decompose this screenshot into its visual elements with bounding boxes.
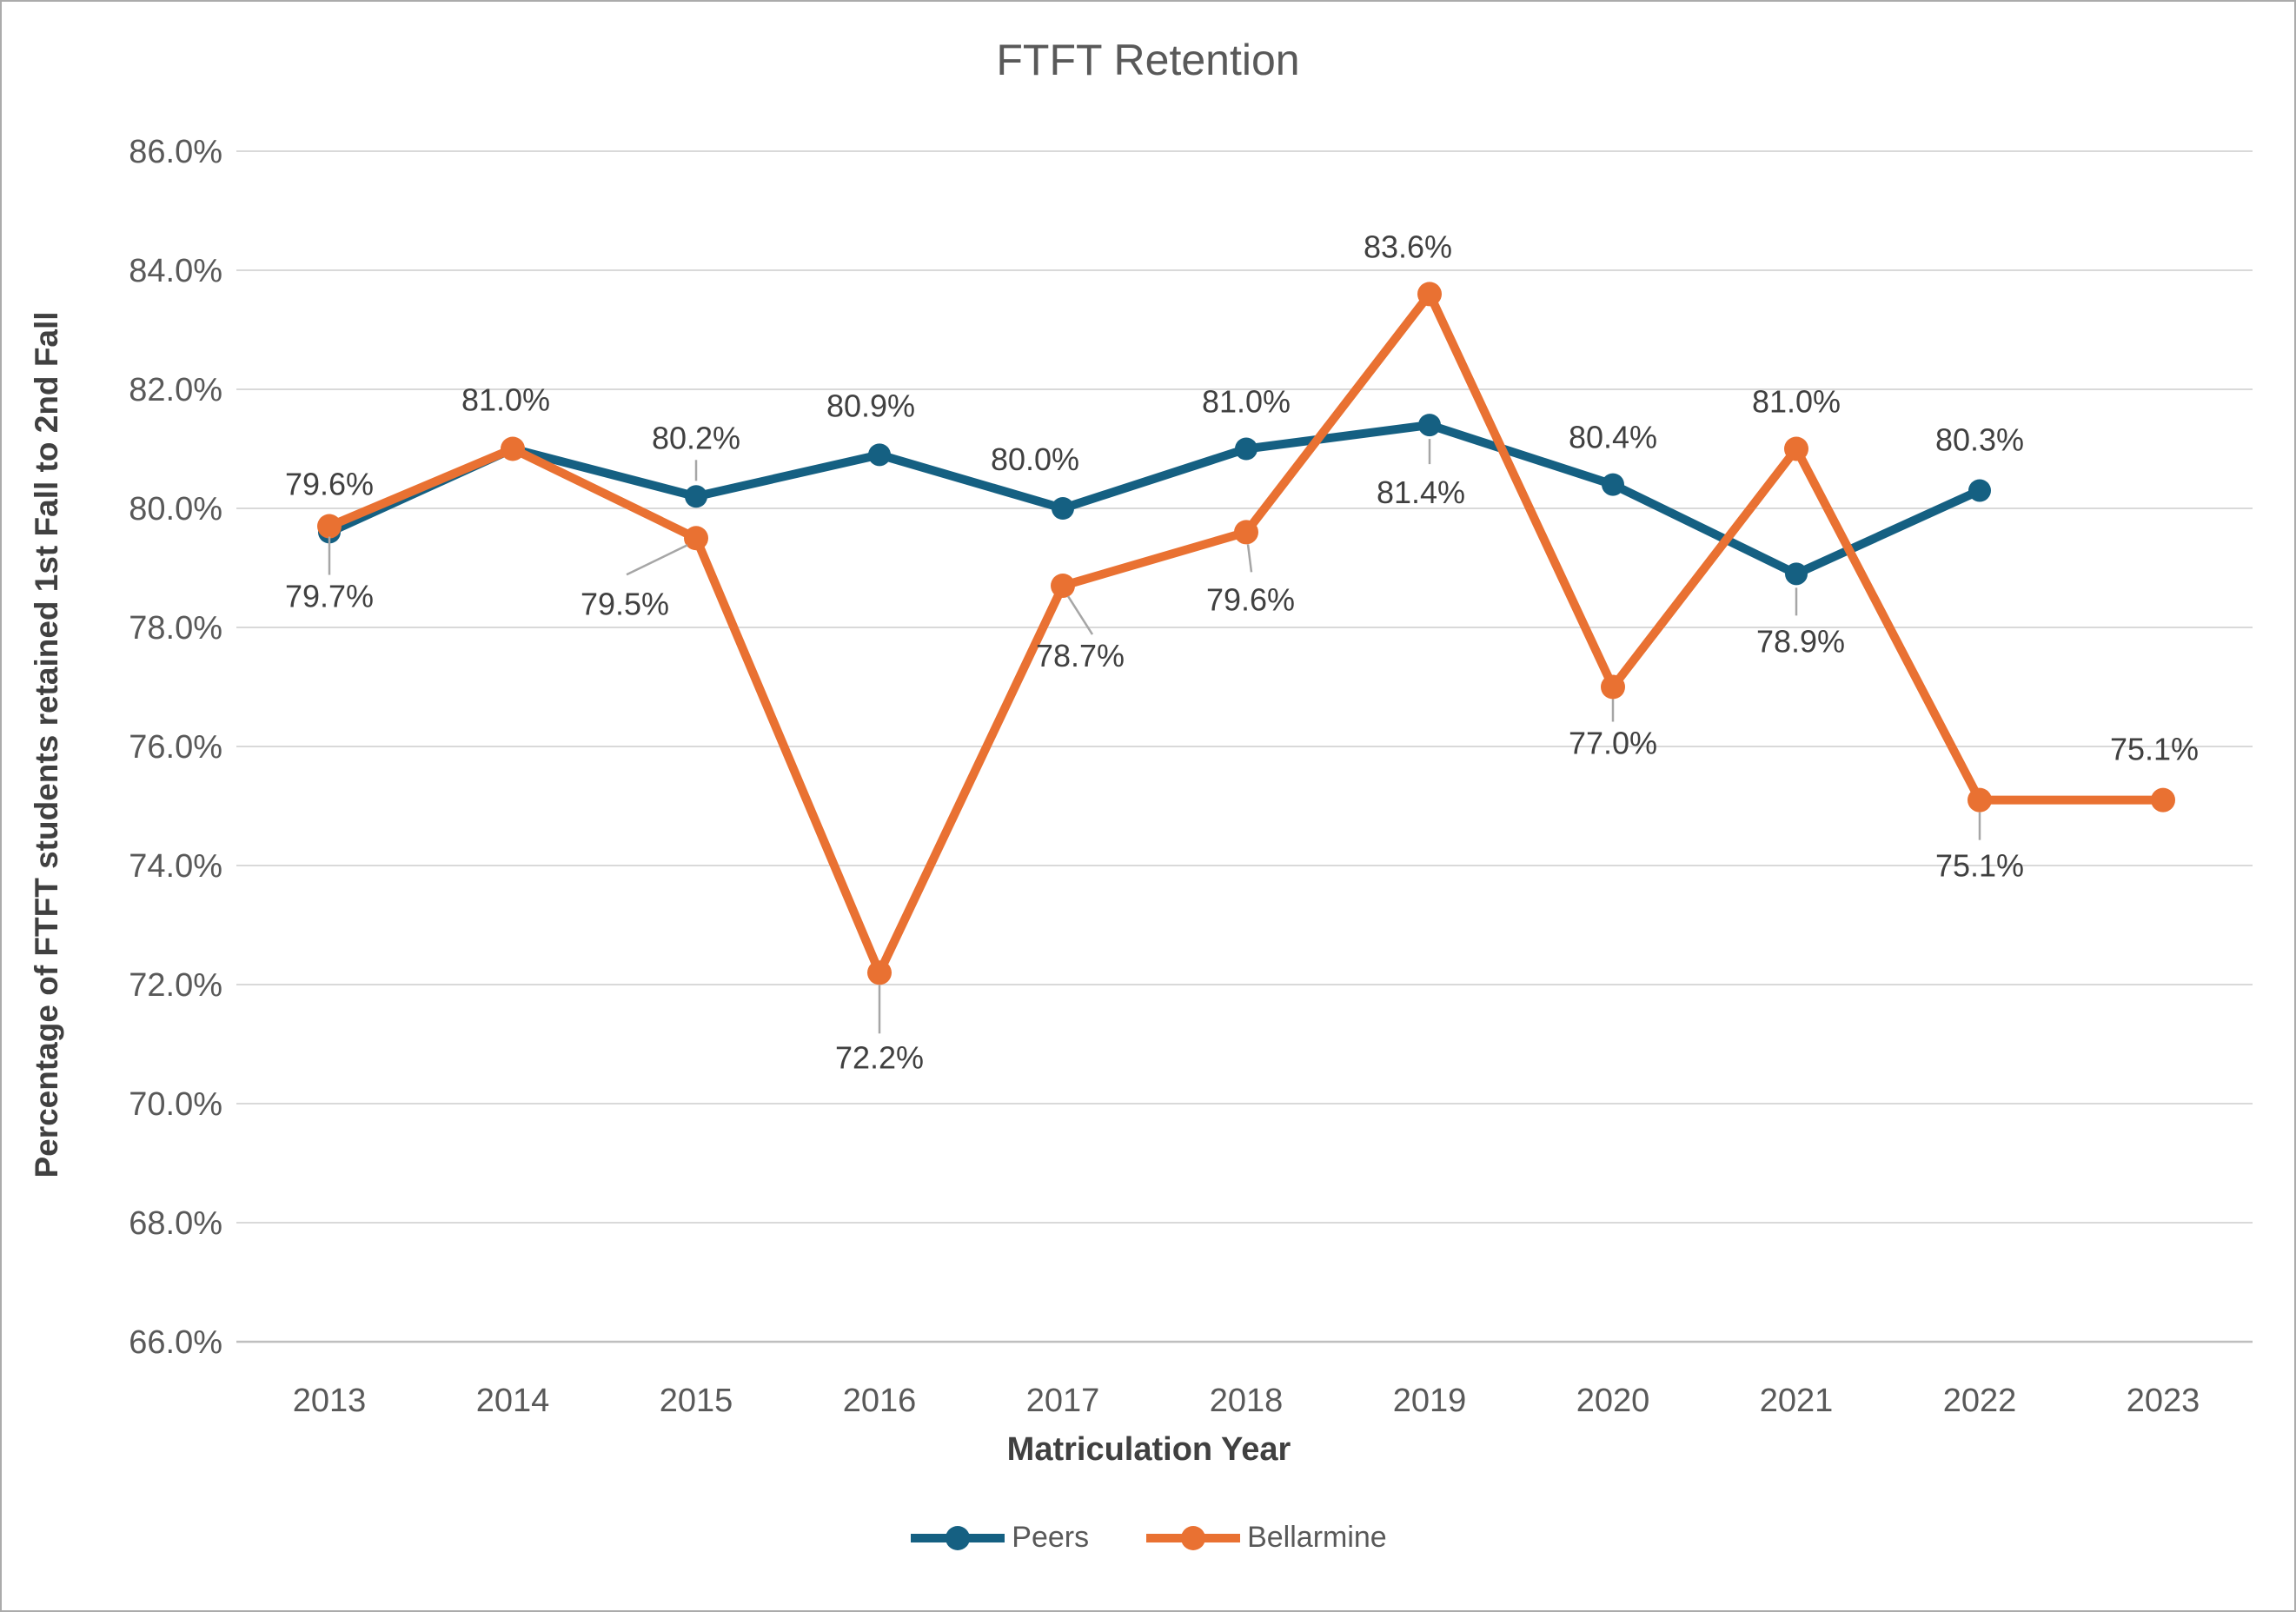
bellarmine-marker [1784,436,1808,461]
x-tick-labels: 2013 2014 2015 2016 2017 2018 2019 2020 2021 2022… [293,1383,2200,1419]
peers-data-label: 78.9% [1756,623,1845,659]
bellarmine-marker [1234,520,1258,545]
bellarmine-marker [1417,282,1442,307]
bellarmine-marker [684,526,708,551]
x-tick-label: 2023 [2127,1383,2200,1419]
x-tick-label: 2022 [1943,1383,2017,1419]
peers-data-label: 81.0% [1202,384,1291,420]
y-tick-label: 70.0% [129,1086,222,1123]
bellarmine-data-label: 75.1% [2110,732,2199,767]
y-tick-label: 72.0% [129,967,222,1004]
bellarmine-data-label: 79.6% [1206,581,1295,617]
peers-marker [685,485,707,508]
peers-line [325,421,1984,579]
bellarmine-marker [867,960,892,985]
peers-marker [1418,414,1441,437]
legend-item-peers: Peers [909,1521,1089,1555]
peers-marker [868,443,891,467]
peers-data-label: 80.2% [652,420,740,455]
peers-marker [1785,562,1808,586]
data-label-leader-lines [328,439,1981,1034]
bellarmine-marker [1051,574,1075,599]
bellarmine-marker [2151,787,2175,813]
y-tick-label: 86.0% [129,134,222,170]
x-tick-label: 2013 [293,1383,367,1419]
y-tick-label: 68.0% [129,1205,222,1242]
x-axis-title: Matriculation Year [1007,1431,1291,1468]
y-tick-label: 66.0% [129,1324,222,1361]
x-tick-label: 2015 [660,1383,733,1419]
chart-title: FTFT Retention [996,36,1300,84]
y-tick-label: 82.0% [129,372,222,408]
x-tick-label: 2014 [476,1383,550,1419]
legend: Peers Bellarmine [2,1521,2294,1555]
peers-data-label: 81.0% [461,382,550,418]
peers-marker [1968,479,1991,502]
x-tick-label: 2017 [1026,1383,1100,1419]
bellarmine-data-label: 75.1% [1935,848,2024,884]
y-tick-labels: 86.0% 84.0% 82.0% 80.0% 78.0% 76.0% 74.0% 72.0%… [129,134,222,1361]
peers-data-label: 81.4% [1377,474,1465,510]
bellarmine-marker [1601,674,1625,700]
peers-data-label: 80.0% [991,441,1079,477]
peers-data-label: 80.9% [826,388,915,423]
series-lines [317,282,2175,985]
y-tick-label: 78.0% [129,610,222,647]
x-tick-label: 2018 [1210,1383,1284,1419]
peers-data-label: 80.4% [1569,420,1657,455]
x-tick-label: 2016 [843,1383,917,1419]
label-leader-line [1066,595,1094,635]
bellarmine-marker [317,514,342,539]
x-tick-label: 2021 [1760,1383,1834,1419]
bellarmine-data-label: 79.5% [581,586,669,621]
peers-data-label: 79.6% [285,466,374,501]
y-axis-title: Percentage of FTFT students retained 1st… [29,311,64,1177]
legend-label-bellarmine: Bellarmine [1247,1521,1387,1554]
peers-line-marker-icon [911,1525,1005,1550]
legend-label-peers: Peers [1012,1521,1090,1554]
y-tick-label: 80.0% [129,491,222,527]
bellarmine-data-label: 78.7% [1036,638,1125,673]
bellarmine-data-label: 72.2% [835,1039,924,1075]
label-leader-line [626,544,688,576]
peers-data-label: 80.3% [1935,421,2024,457]
label-leader-line [1246,544,1253,573]
bellarmine-line-marker-icon [1146,1525,1241,1550]
peers-marker [1602,473,1624,496]
bellarmine-data-label: 83.6% [1364,229,1452,264]
bellarmine-marker [1968,787,1992,813]
gridlines [236,150,2253,1343]
peers-marker [1052,497,1074,520]
bellarmine-marker [501,436,525,461]
data-labels: 79.6% 81.0% 80.2% 80.9% 80.0% 81.0% 81.4% 80.4%… [285,229,2199,1075]
bellarmine-data-label: 81.0% [1752,384,1841,420]
bellarmine-data-label: 77.0% [1569,726,1657,761]
y-tick-label: 76.0% [129,729,222,766]
x-tick-label: 2019 [1393,1383,1467,1419]
legend-item-bellarmine: Bellarmine [1145,1521,1387,1555]
x-tick-label: 2020 [1576,1383,1650,1419]
y-tick-label: 84.0% [129,253,222,289]
peers-marker [1235,437,1257,461]
y-tick-label: 74.0% [129,848,222,885]
bellarmine-data-label: 79.7% [285,579,374,614]
